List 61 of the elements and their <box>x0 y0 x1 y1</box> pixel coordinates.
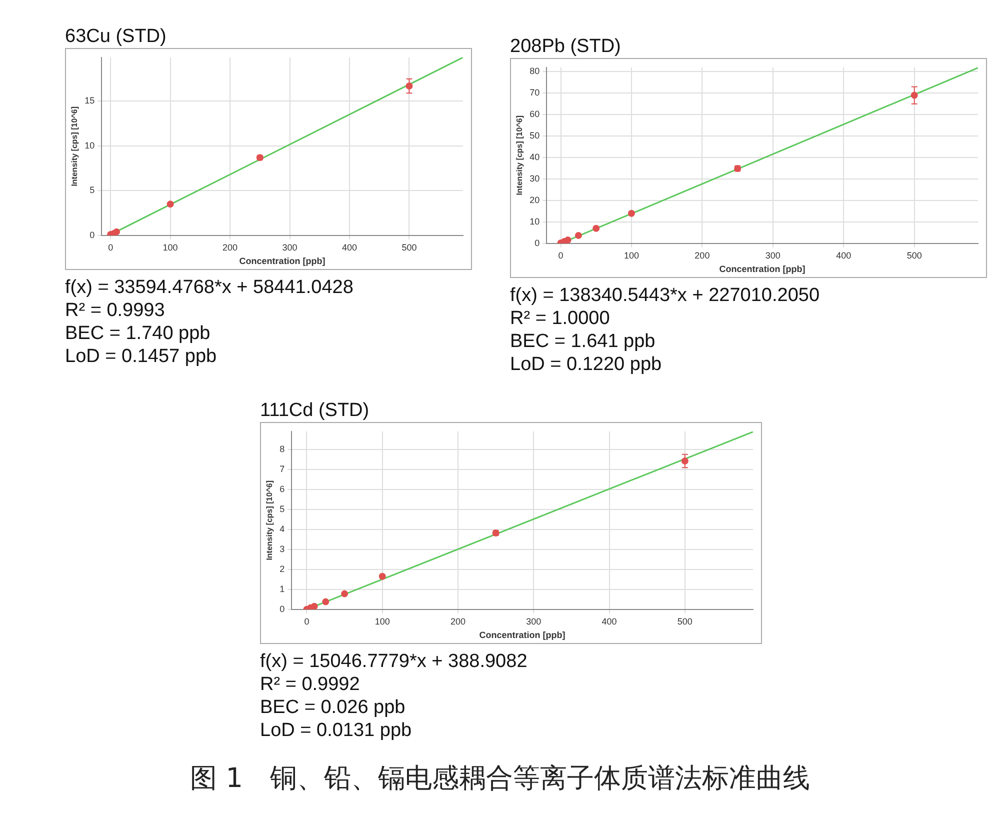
x-tick-label: 100 <box>624 250 639 260</box>
x-axis-title: Concentration [ppb] <box>479 630 566 640</box>
text: BEC = 1.641 ppb <box>510 330 656 353</box>
y-tick-label: 6 <box>280 484 285 494</box>
chart-title: 63Cu (STD) <box>65 26 168 48</box>
x-tick-label: 500 <box>677 616 692 626</box>
y-tick-label: 4 <box>280 524 285 534</box>
y-axis-title: Intensity [cps] [10^6] <box>265 480 274 560</box>
y-tick-label: 80 <box>530 66 540 76</box>
x-tick-label: 200 <box>450 616 466 626</box>
y-tick-label: 7 <box>280 464 285 474</box>
y-tick-label: 2 <box>280 564 285 574</box>
y-tick-label: 5 <box>90 185 95 196</box>
text: f(x) = 33594.4768*x + 58441.0428 <box>65 276 354 299</box>
y-tick-label: 40 <box>530 152 540 162</box>
x-tick-label: 100 <box>162 242 178 252</box>
x-tick-label: 200 <box>222 242 238 252</box>
y-tick-label: 1 <box>280 584 285 594</box>
y-tick-label: 20 <box>530 194 540 205</box>
y-tick-label: 70 <box>530 88 540 98</box>
text: R² = 0.9993 <box>65 299 166 322</box>
x-tick-label: 400 <box>342 242 358 252</box>
chart-title: 208Pb (STD) <box>510 36 622 58</box>
y-tick-label: 30 <box>530 173 540 184</box>
y-tick-label: 15 <box>84 96 95 106</box>
x-axis-title: Concentration [ppb] <box>239 256 326 266</box>
y-tick-label: 5 <box>280 504 285 514</box>
y-axis-title: Intensity [cps] [10^6] <box>70 106 80 186</box>
x-tick-label: 400 <box>602 616 617 626</box>
x-tick-label: 0 <box>558 250 564 260</box>
text: f(x) = 138340.5443*x + 227010.2050 <box>510 284 821 307</box>
y-tick-label: 0 <box>90 230 95 240</box>
text: LoD = 0.0131 ppb <box>260 719 413 742</box>
text: LoD = 0.1220 ppb <box>510 353 663 376</box>
y-tick-label: 8 <box>280 444 285 454</box>
x-tick-label: 0 <box>108 242 114 252</box>
x-tick-label: 500 <box>402 242 417 252</box>
y-tick-label: 60 <box>530 109 540 120</box>
chart-title: 111Cd (STD) <box>260 400 370 422</box>
text: R² = 0.9992 <box>260 673 361 696</box>
text: f(x) = 15046.7779*x + 388.9082 <box>260 650 528 673</box>
y-tick-label: 10 <box>84 140 95 150</box>
text: LoD = 0.1457 ppb <box>65 345 218 368</box>
x-tick-label: 200 <box>694 250 710 260</box>
x-tick-label: 300 <box>765 250 780 260</box>
x-tick-label: 300 <box>526 616 542 626</box>
x-tick-label: 400 <box>836 250 852 260</box>
y-tick-label: 3 <box>280 544 285 554</box>
x-axis-title: Concentration [ppb] <box>719 264 806 274</box>
y-tick-label: 0 <box>280 604 285 614</box>
x-tick-label: 0 <box>304 616 310 626</box>
x-tick-label: 500 <box>906 250 922 260</box>
x-tick-label: 100 <box>374 616 390 626</box>
y-tick-label: 50 <box>530 130 540 141</box>
text: BEC = 1.740 ppb <box>65 322 212 345</box>
x-tick-label: 300 <box>282 242 298 252</box>
text: BEC = 0.026 ppb <box>260 696 406 719</box>
y-tick-label: 10 <box>530 216 540 226</box>
y-axis-title: Intensity [cps] [10^6] <box>515 115 524 196</box>
text: R² = 1.0000 <box>510 307 611 330</box>
text: 图 1 铜、铅、镉电感耦合等离子体质谱法标准曲线 <box>189 762 811 796</box>
